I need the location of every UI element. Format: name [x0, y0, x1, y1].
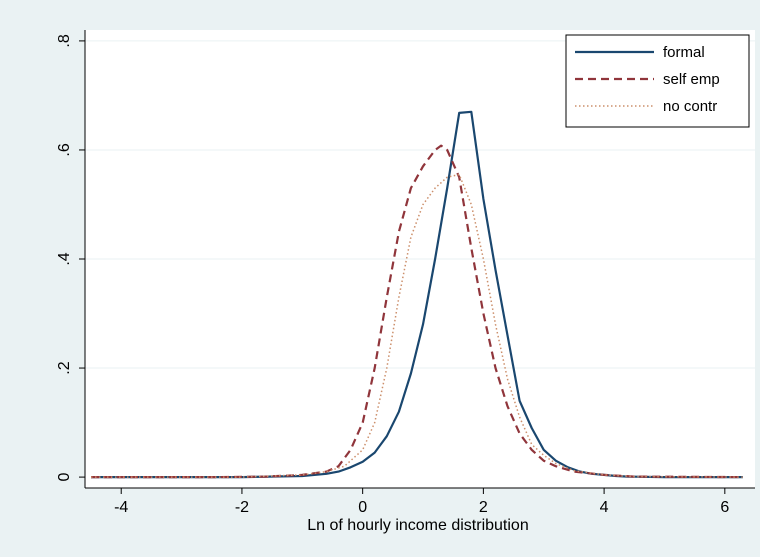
legend-label-self-emp: self emp	[663, 71, 720, 88]
legend-items: formal self emp no contr	[575, 44, 720, 115]
legend-box	[565, 34, 750, 128]
y-tick-label: .2	[56, 361, 73, 374]
legend-label-formal: formal	[663, 44, 705, 61]
x-tick-label: -2	[235, 499, 249, 516]
x-tick-label: -4	[114, 499, 128, 516]
series-lines	[91, 110, 743, 479]
x-tick-label: 0	[358, 499, 367, 516]
y-ticks: 0 .2 .4 .6 .8	[56, 34, 85, 482]
series-line-self-emp	[91, 144, 743, 479]
y-tick-label: .6	[56, 143, 73, 156]
x-tick-label: 2	[479, 499, 488, 516]
x-tick-label: 6	[720, 499, 729, 516]
legend-label-no-contr: no contr	[663, 98, 717, 115]
y-tick-label: .4	[56, 252, 73, 265]
x-tick-label: 4	[600, 499, 609, 516]
legend: formal self emp no contr	[565, 34, 750, 128]
x-axis-title: Ln of hourly income distribution	[307, 517, 528, 534]
y-tick-label: 0	[56, 473, 73, 482]
x-ticks: -4 -2 0 2 4 6	[114, 488, 729, 516]
y-tick-label: .8	[56, 34, 73, 47]
